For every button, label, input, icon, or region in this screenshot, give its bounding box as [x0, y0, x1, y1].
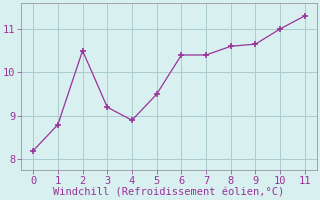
X-axis label: Windchill (Refroidissement éolien,°C): Windchill (Refroidissement éolien,°C) [53, 187, 285, 197]
